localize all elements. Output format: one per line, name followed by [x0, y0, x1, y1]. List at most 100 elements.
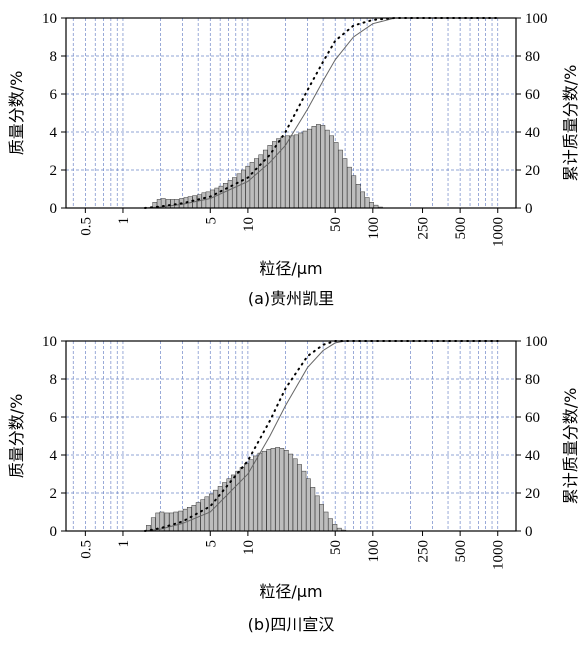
- histogram-bar: [293, 134, 299, 209]
- histogram-bar: [283, 450, 289, 532]
- histogram-bar: [301, 470, 307, 532]
- histogram-bar: [245, 165, 251, 209]
- histogram-bar: [232, 177, 237, 209]
- x-tick-label: 250: [416, 217, 432, 240]
- histogram-bar: [302, 130, 308, 209]
- plot-frame: [65, 340, 517, 532]
- x-tick-label: 50: [328, 217, 344, 232]
- histogram-bar: [267, 145, 273, 209]
- x-tick-label: 100: [366, 217, 382, 240]
- histogram-bar: [351, 175, 357, 209]
- y-right-tick-label: 60: [525, 410, 540, 426]
- histogram-bar: [258, 154, 264, 209]
- histogram-bar: [320, 125, 326, 209]
- histogram-bar: [276, 138, 281, 209]
- y-left-tick-label: 2: [50, 486, 58, 502]
- y-left-tick-label: 4: [50, 448, 58, 464]
- histogram-bar: [236, 173, 242, 209]
- x-tick-label: 5: [203, 540, 219, 548]
- histogram-bar: [319, 504, 324, 532]
- y-left-tick-label: 0: [50, 524, 58, 540]
- histogram-bar: [214, 187, 220, 209]
- x-tick-label: 250: [416, 540, 432, 563]
- histogram-bar: [324, 129, 330, 209]
- x-tick-label: 1000: [491, 217, 507, 247]
- y-right-tick-label: 0: [525, 524, 533, 540]
- histogram-bar: [292, 458, 298, 532]
- y-left-tick-label: 6: [50, 410, 58, 426]
- x-axis-title: 粒径/μm: [259, 582, 322, 601]
- y-left-tick-label: 0: [50, 201, 58, 217]
- histogram-bar: [227, 180, 233, 209]
- x-tick-label: 10: [241, 540, 257, 555]
- histogram-bar: [218, 185, 224, 209]
- histogram-bar: [369, 202, 374, 209]
- x-tick-label: 0.5: [78, 217, 94, 236]
- histogram-bar: [284, 135, 290, 209]
- histogram-bar: [240, 169, 246, 209]
- x-tick-label: 500: [453, 540, 469, 563]
- x-tick-label: 1: [116, 217, 132, 225]
- y-left-tick-label: 6: [50, 87, 58, 103]
- y-right-tick-label: 40: [525, 125, 540, 141]
- y-right-tick-label: 20: [525, 163, 540, 179]
- histogram-bar: [253, 455, 258, 532]
- histogram-bar: [310, 487, 316, 532]
- histogram-bar: [217, 486, 223, 532]
- x-tick-label: 0.5: [78, 540, 94, 559]
- histogram-bar: [314, 495, 320, 532]
- histogram-bar: [355, 184, 361, 209]
- histogram-bar: [289, 135, 295, 209]
- y-left-axis-title: 质量分数/%: [7, 394, 26, 479]
- histogram-bar: [298, 132, 304, 209]
- y-right-tick-label: 0: [525, 201, 533, 217]
- y-left-tick-label: 10: [42, 11, 57, 27]
- y-right-axis-title: 累计质量分数/%: [561, 388, 580, 505]
- histogram-bar: [364, 197, 370, 209]
- y-right-tick-label: 100: [525, 334, 548, 350]
- cumulative-curve-solid: [144, 340, 498, 532]
- y-left-tick-label: 10: [42, 334, 57, 350]
- histogram-bar: [239, 467, 245, 532]
- y-right-tick-label: 80: [525, 372, 540, 388]
- cumulative-curve-dotted: [143, 17, 499, 209]
- histogram-bar: [213, 489, 218, 532]
- histogram-bar: [230, 474, 236, 532]
- x-tick-label: 100: [366, 540, 382, 563]
- histogram-bar: [360, 191, 366, 209]
- histogram-bar: [261, 450, 267, 532]
- y-right-tick-label: 80: [525, 49, 540, 65]
- y-left-tick-label: 8: [50, 372, 58, 388]
- histogram-bar: [288, 453, 294, 532]
- y-left-axis-title: 质量分数/%: [7, 71, 26, 156]
- x-tick-label: 500: [453, 217, 469, 240]
- x-tick-label: 1: [116, 540, 132, 548]
- histogram-bar: [178, 510, 184, 532]
- histogram-bar: [323, 511, 329, 532]
- histogram-bar: [332, 524, 338, 532]
- histogram-bar: [205, 191, 211, 209]
- y-right-axis-title: 累计质量分数/%: [561, 65, 580, 182]
- x-tick-label: 1000: [491, 540, 507, 570]
- histogram-bar: [329, 135, 334, 209]
- figure-caption: (b)四川宣汉: [248, 615, 335, 634]
- histogram-bar: [249, 162, 255, 209]
- y-right-tick-label: 100: [525, 11, 548, 27]
- histogram-bar: [222, 183, 228, 209]
- histogram-bar: [235, 470, 241, 532]
- histogram-bar: [257, 452, 263, 532]
- histogram-bar: [173, 511, 179, 532]
- histogram-bar: [328, 518, 333, 532]
- histogram-bar: [210, 189, 215, 209]
- histogram-bar: [279, 448, 285, 532]
- figure-caption: (a)贵州凯里: [248, 289, 334, 308]
- histogram-bar: [266, 449, 272, 532]
- y-left-tick-label: 2: [50, 163, 58, 179]
- histogram-bar: [338, 149, 343, 209]
- x-tick-label: 5: [203, 217, 219, 225]
- histogram-bar: [254, 158, 259, 209]
- histogram-bar: [316, 124, 321, 209]
